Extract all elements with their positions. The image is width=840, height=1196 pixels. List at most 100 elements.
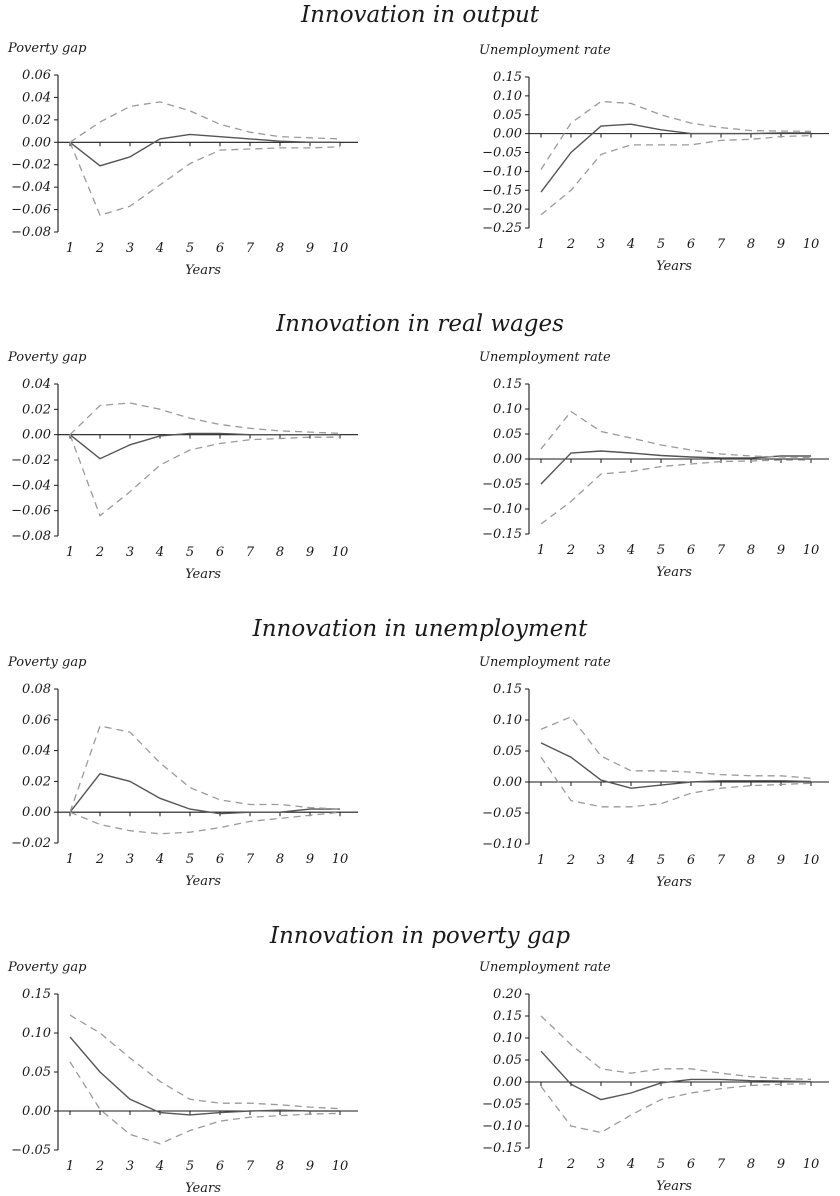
x-tick-label: 2 bbox=[566, 237, 575, 252]
series-line-upper-band bbox=[540, 410, 812, 459]
y-tick-label: −0.04 bbox=[11, 180, 51, 195]
series-line-estimate bbox=[540, 742, 812, 789]
series-line-upper-band bbox=[69, 725, 341, 813]
x-tick-label: 8 bbox=[747, 237, 755, 252]
x-tick-label: 10 bbox=[332, 852, 349, 867]
x-tick-label: 6 bbox=[216, 852, 224, 867]
y-tick-label: 0.15 bbox=[493, 1009, 522, 1024]
y-tick-label: −0.10 bbox=[482, 502, 522, 517]
x-tick-label: 10 bbox=[803, 853, 820, 868]
series-line-lower-band bbox=[69, 1061, 341, 1145]
x-tick-label: 7 bbox=[717, 853, 726, 868]
y-tick-label: 0.15 bbox=[493, 377, 522, 392]
x-tick-label: 6 bbox=[687, 1157, 695, 1172]
panel-2-right: Unemployment rate 0.15 0.10 0.05 0.00 −0.05 −0… bbox=[479, 350, 829, 580]
x-tick-label: 3 bbox=[597, 543, 605, 558]
series-line-lower-band bbox=[69, 811, 341, 835]
y-axis-label: Poverty gap bbox=[7, 960, 87, 975]
y-tick-label: 0.10 bbox=[493, 713, 522, 728]
x-tick-label: 8 bbox=[276, 852, 284, 867]
y-tick-label: −0.06 bbox=[11, 504, 51, 519]
x-tick-label: 2 bbox=[95, 852, 104, 867]
y-axis-label: Poverty gap bbox=[7, 655, 87, 670]
y-tick-label: 0.02 bbox=[22, 402, 51, 417]
x-tick-label: 4 bbox=[155, 545, 164, 560]
x-tick-label: 1 bbox=[537, 543, 545, 558]
y-tick-label: 0.02 bbox=[22, 113, 51, 128]
x-axis-label: Years bbox=[656, 1179, 692, 1194]
series-line-lower-band bbox=[540, 1083, 812, 1134]
x-tick-label: 7 bbox=[246, 545, 255, 560]
y-tick-label: −0.02 bbox=[11, 158, 51, 173]
x-tick-label: 8 bbox=[747, 543, 755, 558]
section-title: Innovation in real wages bbox=[275, 311, 564, 337]
y-tick-label: −0.15 bbox=[482, 1141, 522, 1156]
x-tick-label: 7 bbox=[717, 237, 726, 252]
x-tick-label: 5 bbox=[657, 1157, 665, 1172]
x-tick-label: 3 bbox=[126, 241, 134, 256]
x-tick-label: 7 bbox=[246, 852, 255, 867]
y-tick-label: 0.00 bbox=[493, 127, 522, 142]
y-tick-label: −0.15 bbox=[482, 527, 522, 542]
x-tick-label: 4 bbox=[626, 543, 635, 558]
x-tick-label: 2 bbox=[566, 853, 575, 868]
series-line-estimate bbox=[540, 123, 811, 193]
panel-3-left: Innovation in unemployment Poverty gap 0.0… bbox=[7, 616, 588, 889]
y-tick-label: 0.00 bbox=[22, 805, 51, 820]
y-tick-label: 0.20 bbox=[493, 987, 522, 1002]
x-tick-label: 8 bbox=[276, 545, 284, 560]
x-tick-label: 8 bbox=[747, 853, 755, 868]
y-tick-label: 0.00 bbox=[493, 1075, 522, 1090]
x-tick-label: 5 bbox=[186, 241, 194, 256]
y-tick-label: 0.05 bbox=[493, 108, 522, 123]
x-tick-label: 8 bbox=[747, 1157, 755, 1172]
y-tick-label: −0.06 bbox=[11, 203, 51, 218]
x-tick-label: 2 bbox=[95, 1159, 104, 1174]
x-tick-label: 8 bbox=[276, 1159, 284, 1174]
y-tick-label: 0.00 bbox=[22, 1104, 51, 1119]
x-tick-label: 9 bbox=[777, 237, 785, 252]
x-tick-label: 3 bbox=[597, 1157, 605, 1172]
x-tick-label: 10 bbox=[332, 545, 349, 560]
series-line-lower-band bbox=[69, 142, 341, 216]
x-tick-label: 7 bbox=[717, 1157, 726, 1172]
x-tick-label: 3 bbox=[126, 1159, 134, 1174]
x-axis-label: Years bbox=[656, 259, 692, 274]
x-tick-label: 5 bbox=[186, 852, 194, 867]
y-tick-label: −0.08 bbox=[11, 225, 51, 240]
x-tick-label: 7 bbox=[717, 543, 726, 558]
y-tick-label: 0.10 bbox=[493, 1031, 522, 1046]
x-tick-label: 4 bbox=[626, 237, 635, 252]
y-tick-label: 0.04 bbox=[22, 744, 51, 759]
y-tick-label: 0.02 bbox=[22, 774, 51, 789]
x-tick-label: 1 bbox=[66, 852, 74, 867]
y-tick-label: −0.05 bbox=[482, 1097, 522, 1112]
series-line-lower-band bbox=[540, 134, 812, 216]
y-tick-label: 0.05 bbox=[493, 1053, 522, 1068]
x-axis-label: Years bbox=[656, 875, 692, 890]
x-tick-label: 6 bbox=[687, 237, 695, 252]
y-tick-label: 0.04 bbox=[22, 377, 51, 392]
x-tick-label: 9 bbox=[777, 543, 785, 558]
x-tick-label: 1 bbox=[537, 237, 545, 252]
x-tick-label: 9 bbox=[306, 545, 314, 560]
x-tick-label: 6 bbox=[216, 1159, 224, 1174]
y-tick-label: 0.10 bbox=[493, 402, 522, 417]
y-tick-label: −0.05 bbox=[482, 806, 522, 821]
x-tick-label: 4 bbox=[155, 852, 164, 867]
x-tick-label: 2 bbox=[566, 543, 575, 558]
x-tick-label: 6 bbox=[216, 545, 224, 560]
series-line-estimate bbox=[540, 450, 811, 485]
x-tick-label: 1 bbox=[66, 1159, 74, 1174]
y-axis-label: Poverty gap bbox=[7, 350, 87, 365]
y-tick-label: 0.00 bbox=[493, 775, 522, 790]
y-tick-label: −0.10 bbox=[482, 164, 522, 179]
series-line-upper-band bbox=[540, 716, 812, 779]
x-tick-label: 6 bbox=[687, 543, 695, 558]
series-line-estimate bbox=[69, 133, 340, 167]
section-title: Innovation in poverty gap bbox=[269, 923, 570, 949]
y-tick-label: 0.10 bbox=[493, 89, 522, 104]
x-tick-label: 9 bbox=[777, 853, 785, 868]
x-tick-label: 9 bbox=[306, 1159, 314, 1174]
